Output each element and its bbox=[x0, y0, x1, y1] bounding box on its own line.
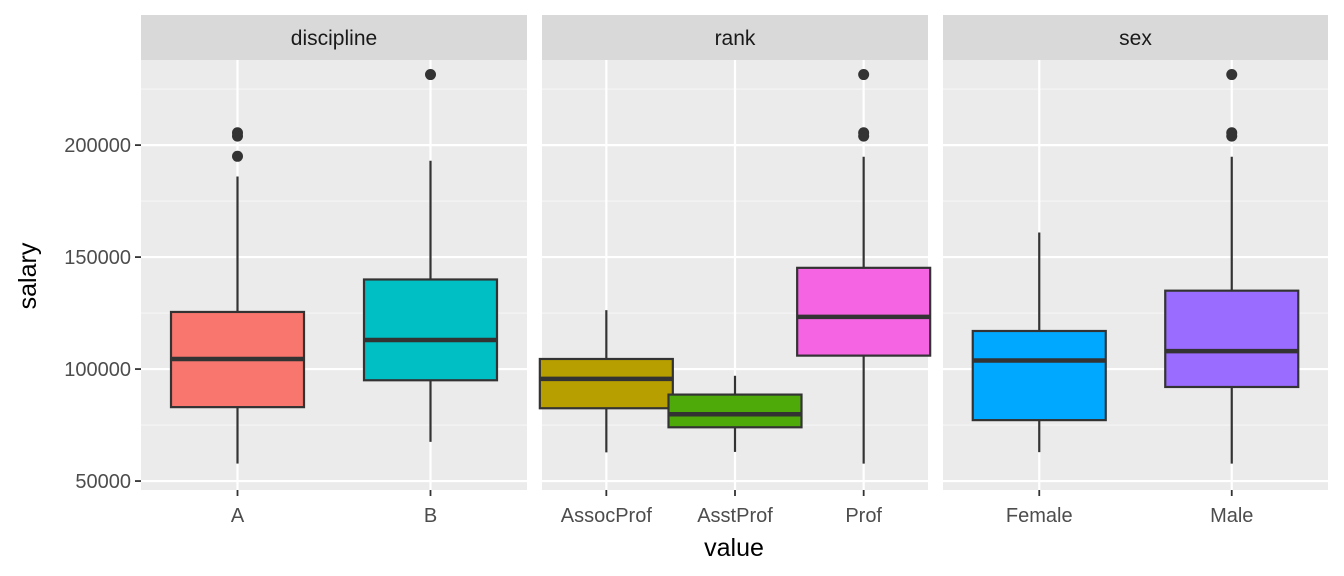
box-Female bbox=[971, 232, 1107, 453]
x-tick-label: Female bbox=[1006, 505, 1073, 527]
box-Prof bbox=[796, 69, 932, 464]
y-axis: 50000 100000 150000 200000 bbox=[64, 135, 141, 493]
panel-sex: sex Female Male bbox=[943, 15, 1328, 527]
x-tick-label: B bbox=[424, 505, 437, 527]
box-body bbox=[796, 266, 932, 357]
strip-label-sex: sex bbox=[1119, 27, 1152, 50]
box-body bbox=[1164, 289, 1300, 389]
y-tick-label: 100000 bbox=[64, 359, 131, 381]
strip-sex bbox=[943, 15, 1328, 60]
strip-label-rank: rank bbox=[715, 27, 756, 50]
outlier-point bbox=[858, 127, 870, 139]
box-A bbox=[169, 127, 306, 464]
outlier-point bbox=[858, 69, 870, 81]
panel-rank: rank AssocProf AsstProf Prof bbox=[538, 15, 932, 527]
panel-background bbox=[141, 60, 527, 490]
strip-label-discipline: discipline bbox=[291, 27, 377, 50]
box-body bbox=[538, 357, 674, 410]
x-axis-title: value bbox=[704, 534, 764, 562]
outlier-point bbox=[1226, 127, 1238, 139]
box-AsstProf bbox=[667, 375, 803, 452]
strip-discipline bbox=[141, 15, 527, 60]
y-axis-title: salary bbox=[14, 242, 42, 309]
box-body bbox=[971, 329, 1107, 422]
box-Male bbox=[1164, 69, 1300, 464]
y-tick-label: 150000 bbox=[64, 247, 131, 269]
outlier-point bbox=[232, 150, 243, 162]
outlier-point bbox=[232, 127, 243, 139]
y-tick-label: 50000 bbox=[75, 471, 131, 493]
outlier-point bbox=[425, 69, 436, 81]
x-tick-label: Prof bbox=[845, 505, 882, 527]
x-tick-label: A bbox=[231, 505, 245, 527]
strip-rank bbox=[542, 15, 928, 60]
x-tick-label: AssocProf bbox=[561, 505, 653, 527]
y-tick-label: 200000 bbox=[64, 135, 131, 157]
x-tick-label: Male bbox=[1210, 505, 1253, 527]
box-body bbox=[667, 393, 803, 429]
box-AssocProf bbox=[538, 310, 674, 453]
x-tick-label: AsstProf bbox=[697, 505, 773, 527]
box-B bbox=[362, 69, 499, 442]
panel-discipline: discipline A B bbox=[141, 15, 527, 527]
outlier-point bbox=[1226, 69, 1238, 81]
box-body bbox=[362, 278, 499, 382]
